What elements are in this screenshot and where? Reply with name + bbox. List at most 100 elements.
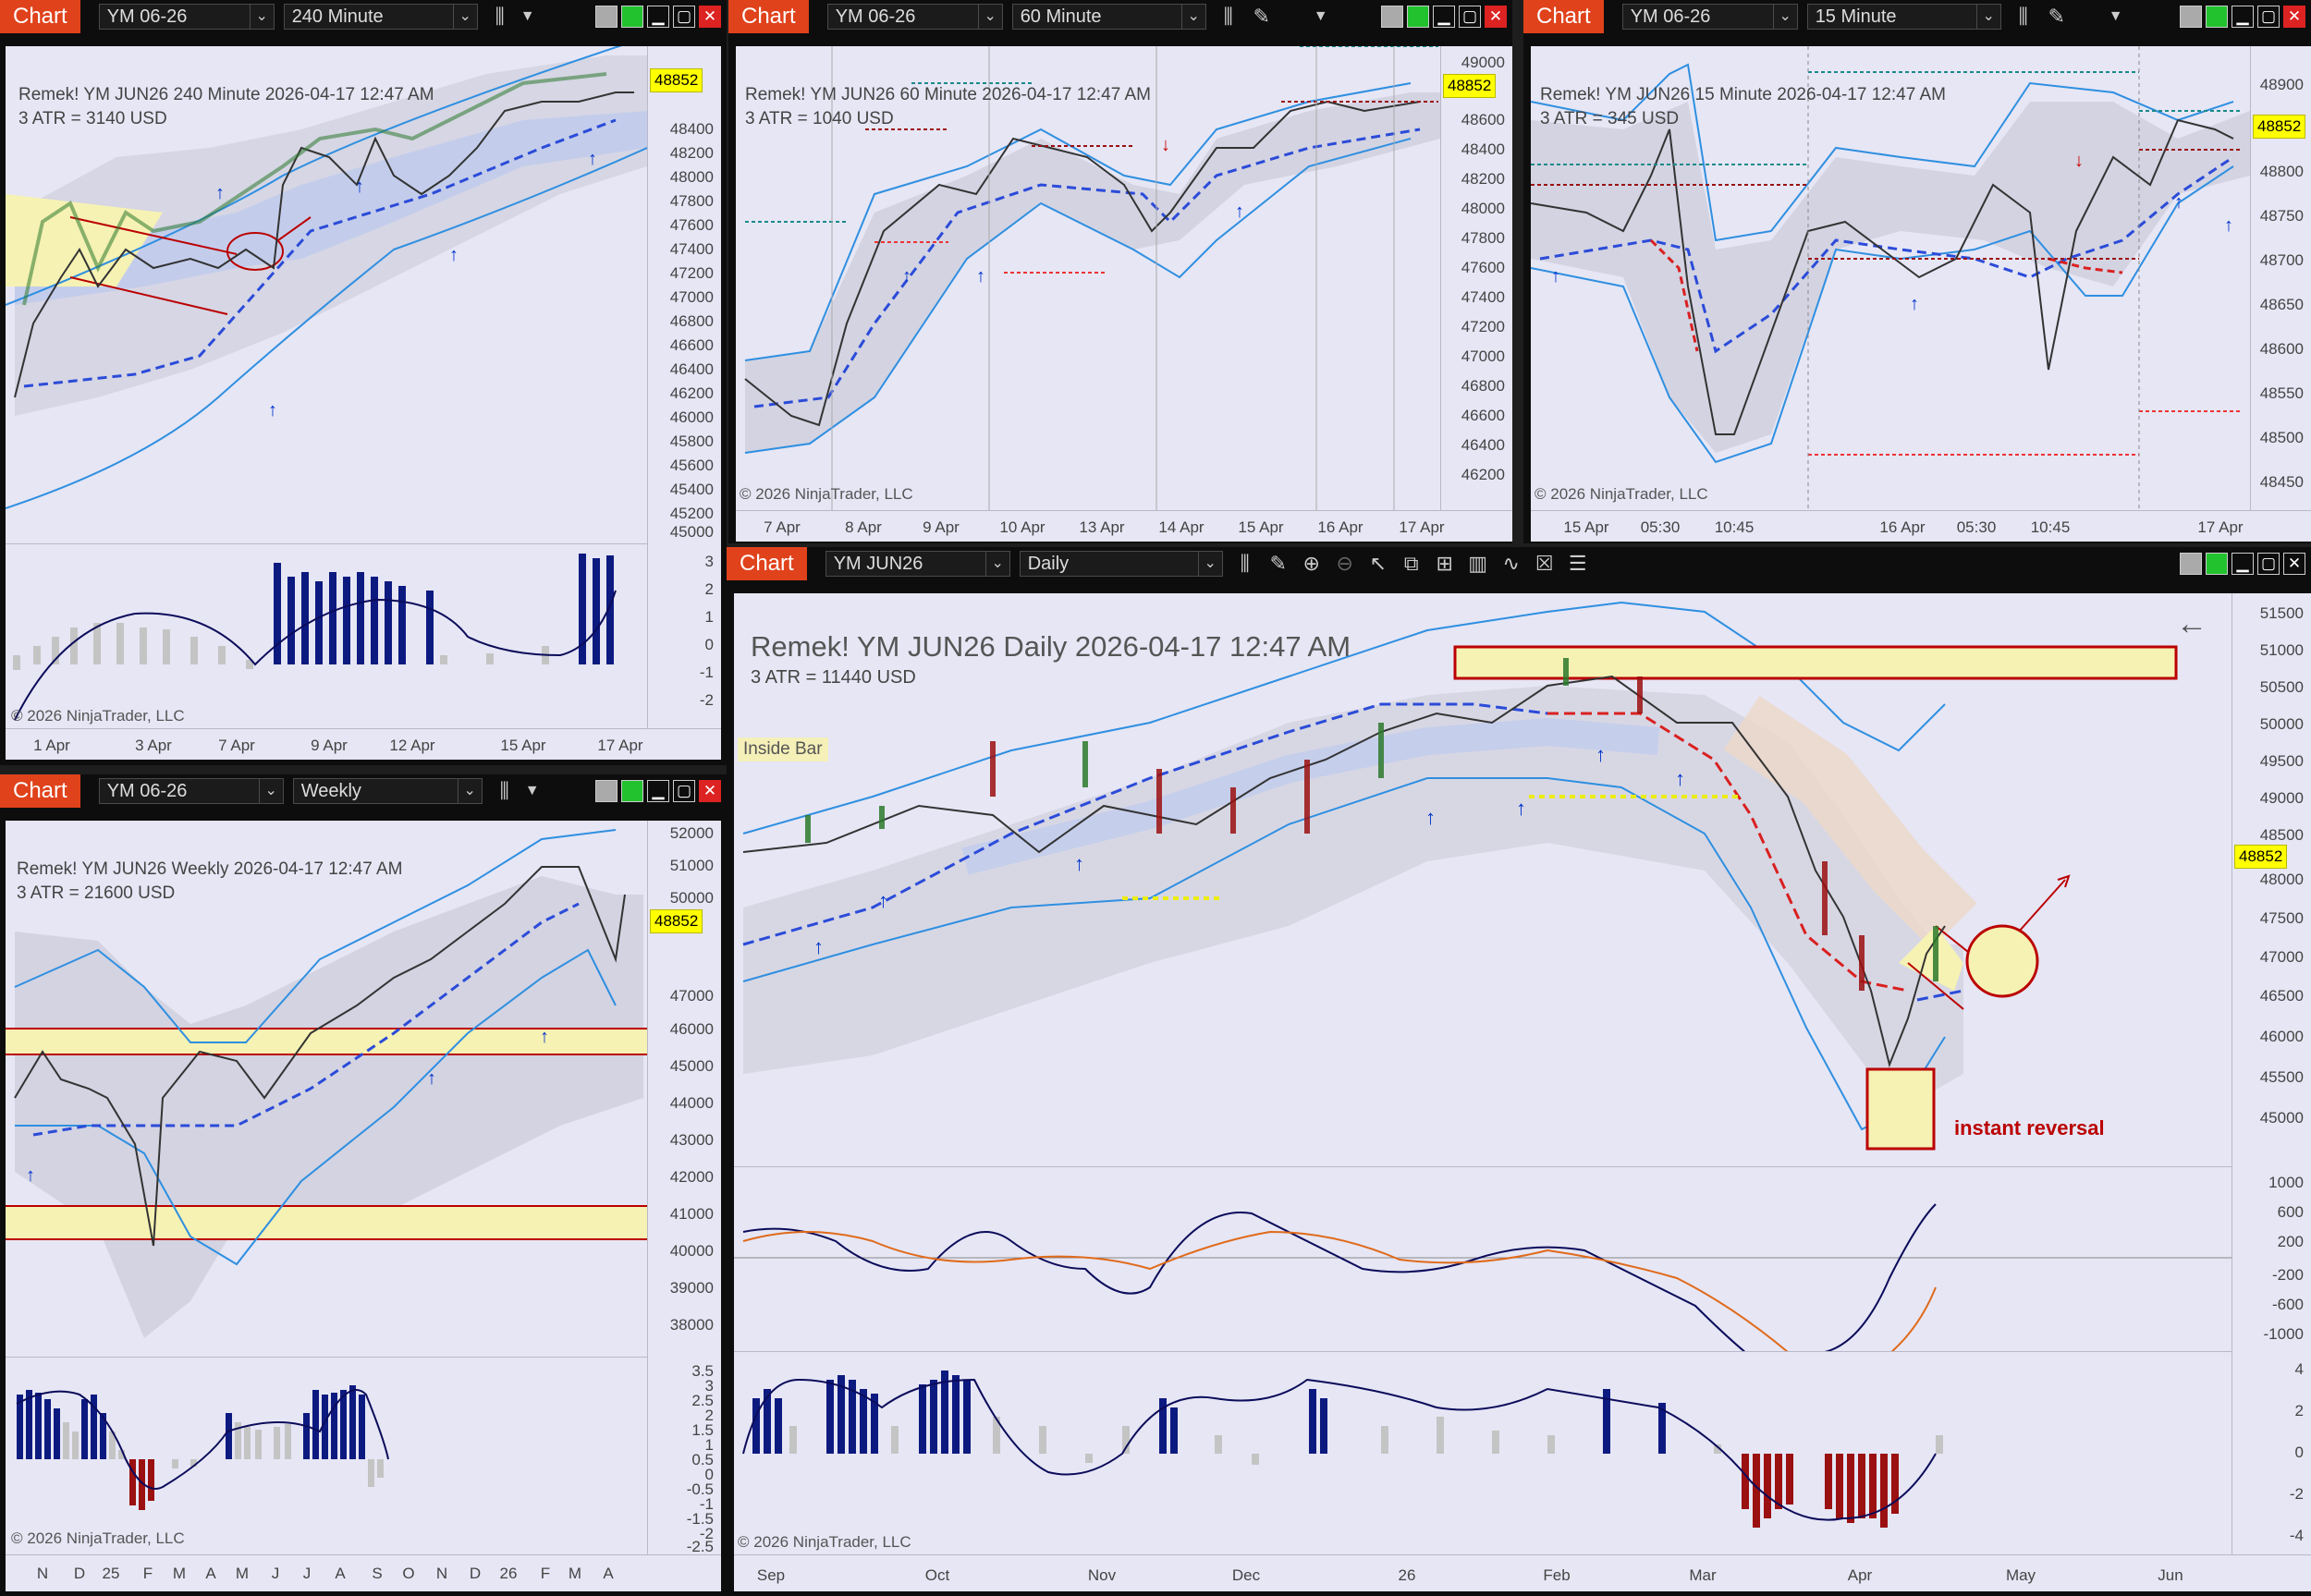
atr-label: 3 ATR = 21600 USD: [17, 883, 176, 903]
instrument-select[interactable]: YM 06-26 ⌄: [826, 4, 1003, 30]
y-tick: 47400: [669, 240, 714, 258]
minimize-icon[interactable]: ▁: [647, 780, 669, 802]
time-axis[interactable]: 15 Apr 05:30 10:45 16 Apr 05:30 10:45 17…: [1531, 510, 2311, 542]
drawing-tool-icon[interactable]: ✎: [1253, 5, 1270, 28]
bar-type-icon[interactable]: ⫼: [495, 5, 505, 28]
drawing-tool-icon[interactable]: ✎: [1269, 552, 1287, 575]
price-axis[interactable]: 48852 49000 48600 48400 48200 48000 4780…: [1440, 46, 1512, 510]
templates-icon[interactable]: ☰: [1568, 552, 1587, 575]
indicator-panel[interactable]: © 2026 NinjaTrader, LLC: [734, 1351, 2232, 1554]
maximize-icon[interactable]: ▢: [673, 780, 695, 802]
menu-down-icon[interactable]: ▼: [2108, 8, 2123, 24]
instrument-link-icon[interactable]: [1407, 6, 1429, 28]
price-chart-drawing: ↑ ↑ ↑ ↑ ↑ ↑ ↑ instant reversal: [742, 601, 2178, 1151]
menu-down-icon[interactable]: ▼: [1313, 8, 1328, 24]
chart-tab[interactable]: Chart: [1523, 0, 1604, 33]
menu-down-icon[interactable]: ▼: [524, 783, 540, 798]
close-icon[interactable]: ✕: [699, 6, 721, 28]
bar-type-icon[interactable]: ⫼: [1223, 5, 1233, 28]
y-tick: 47600: [1461, 259, 1505, 276]
price-panel[interactable]: ↑ ↑ ↑ ↑ ↑ ↑ ↑ instant reversal Remek! YM JU…: [734, 593, 2232, 1166]
chevron-down-icon[interactable]: ⌄: [984, 552, 1009, 576]
close-icon[interactable]: ✕: [1485, 6, 1507, 28]
chevron-down-icon[interactable]: ⌄: [1180, 5, 1205, 29]
y-tick: 47000: [1461, 347, 1505, 365]
chevron-down-icon[interactable]: ⌄: [457, 779, 482, 803]
svg-text:↑: ↑: [1516, 797, 1526, 820]
indicator-panel[interactable]: © 2026 NinjaTrader, LLC: [6, 1357, 647, 1554]
instrument-select[interactable]: YM 06-26 ⌄: [1621, 4, 1798, 30]
maximize-icon[interactable]: ▢: [673, 6, 695, 28]
link-color-icon[interactable]: [1381, 6, 1403, 28]
price-axis[interactable]: 48852 48900 48800 48750 48700 48650 4860…: [2250, 46, 2311, 510]
link-color-icon[interactable]: [595, 6, 617, 28]
maximize-icon[interactable]: ▢: [2257, 6, 2280, 28]
chevron-down-icon[interactable]: ⌄: [258, 779, 283, 803]
bar-type-icon[interactable]: ⫼: [1240, 552, 1250, 575]
data-box-icon[interactable]: ⧉: [1403, 552, 1419, 575]
chevron-down-icon[interactable]: ⌄: [452, 5, 477, 29]
minimize-icon[interactable]: ▁: [2232, 553, 2254, 575]
time-axis[interactable]: 1 Apr 3 Apr 7 Apr 9 Apr 12 Apr 15 Apr 17…: [6, 728, 721, 760]
time-axis[interactable]: N D 25 F M A M J J A S O N D 26 F M A: [6, 1554, 721, 1591]
chart-tab[interactable]: Chart: [728, 0, 809, 33]
minimize-icon[interactable]: ▁: [647, 6, 669, 28]
chevron-down-icon[interactable]: ⌄: [1197, 552, 1222, 576]
period-select[interactable]: Weekly ⌄: [292, 778, 483, 804]
indicators-icon[interactable]: ▥: [1468, 552, 1488, 575]
chevron-down-icon[interactable]: ⌄: [249, 5, 274, 29]
oscillator-drawing: [734, 1203, 2232, 1351]
chevron-down-icon[interactable]: ⌄: [1975, 5, 2000, 29]
zoom-in-icon[interactable]: ⊕: [1302, 552, 1320, 575]
period-select[interactable]: 60 Minute ⌄: [1011, 4, 1206, 30]
chart-tab[interactable]: Chart: [727, 547, 807, 580]
price-axis[interactable]: 48852 52000 51000 50000 47000 46000 4500…: [647, 821, 721, 1357]
period-select[interactable]: 240 Minute ⌄: [283, 4, 478, 30]
properties-icon[interactable]: ☒: [1535, 552, 1554, 575]
instrument-select[interactable]: YM 06-26 ⌄: [98, 4, 275, 30]
indicator-panel[interactable]: © 2026 NinjaTrader, LLC: [6, 543, 647, 728]
price-axis[interactable]: 48852 48400 48200 48000 47800 47600 4740…: [647, 46, 721, 543]
instrument-link-icon[interactable]: [621, 6, 643, 28]
pointer-icon[interactable]: ↖: [1369, 552, 1387, 575]
chart-tab[interactable]: Chart: [0, 0, 80, 33]
instrument-link-icon[interactable]: [621, 780, 643, 802]
menu-down-icon[interactable]: ▼: [520, 8, 535, 24]
maximize-icon[interactable]: ▢: [2257, 553, 2280, 575]
close-icon[interactable]: ✕: [2283, 6, 2305, 28]
oscillator-panel[interactable]: [734, 1166, 2232, 1351]
price-panel[interactable]: ↑ ↑ ↑ ↑ ↑ Remek! YM JUN26 240 Minute 2026-…: [6, 46, 647, 543]
chevron-down-icon[interactable]: ⌄: [977, 5, 1002, 29]
bar-type-icon[interactable]: ⫼: [2018, 5, 2028, 28]
strategies-icon[interactable]: ∿: [1502, 552, 1520, 575]
link-color-icon[interactable]: [595, 780, 617, 802]
time-axis[interactable]: Sep Oct Nov Dec 26 Feb Mar Apr May Jun: [734, 1554, 2311, 1591]
back-arrow-icon[interactable]: ←: [2176, 606, 2207, 641]
period-select[interactable]: Daily ⌄: [1019, 551, 1223, 577]
minimize-icon[interactable]: ▁: [2232, 6, 2254, 28]
drawing-tool-icon[interactable]: ✎: [2048, 5, 2065, 28]
chevron-down-icon[interactable]: ⌄: [1772, 5, 1797, 29]
minimize-icon[interactable]: ▁: [1433, 6, 1455, 28]
instrument-select[interactable]: YM 06-26 ⌄: [98, 778, 284, 804]
price-axis[interactable]: 48852 51500 51000 50500 50000 49500 4900…: [2232, 593, 2311, 1166]
instrument-link-icon[interactable]: [2206, 6, 2228, 28]
link-color-icon[interactable]: [2180, 553, 2202, 575]
y-tick: 48500: [2259, 429, 2304, 446]
link-color-icon[interactable]: [2180, 6, 2202, 28]
y-tick: 0: [2294, 1444, 2304, 1461]
price-panel[interactable]: ↑ ↑ ↓ ↑ ↑ Remek! YM JUN26 15 Minute 2026-0…: [1531, 46, 2250, 510]
close-icon[interactable]: ✕: [2283, 553, 2305, 575]
chart-trader-icon[interactable]: ⊞: [1436, 552, 1453, 575]
zoom-out-icon[interactable]: ⊖: [1336, 552, 1353, 575]
instrument-select[interactable]: YM JUN26 ⌄: [825, 551, 1010, 577]
price-panel[interactable]: ↑ ↑ ↓ ↑ Remek! YM JUN26 60 Minute 2026-04-…: [736, 46, 1440, 510]
bar-type-icon[interactable]: ⫼: [499, 779, 509, 802]
price-panel[interactable]: ↑ ↑ ↑ Remek! YM JUN26 Weekly 2026-04-17 1…: [6, 821, 647, 1357]
period-select[interactable]: 15 Minute ⌄: [1806, 4, 2001, 30]
time-axis[interactable]: 7 Apr 8 Apr 9 Apr 10 Apr 13 Apr 14 Apr 1…: [736, 510, 1512, 542]
maximize-icon[interactable]: ▢: [1459, 6, 1481, 28]
close-icon[interactable]: ✕: [699, 780, 721, 802]
chart-tab[interactable]: Chart: [0, 774, 80, 808]
instrument-link-icon[interactable]: [2206, 553, 2228, 575]
